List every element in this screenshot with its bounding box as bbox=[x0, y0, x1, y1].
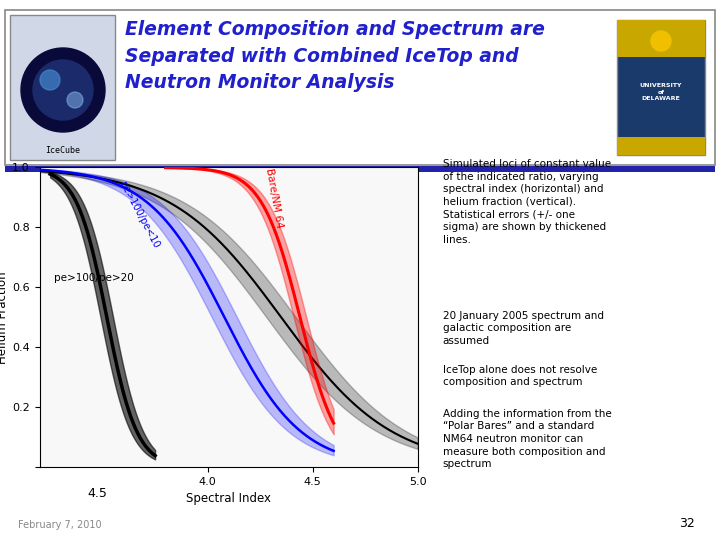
Y-axis label: Helium Fraction: Helium Fraction bbox=[0, 271, 9, 363]
Bar bbox=[617, 20, 705, 57]
Text: Element Composition and Spectrum are
Separated with Combined IceTop and
Neutron : Element Composition and Spectrum are Sep… bbox=[125, 20, 545, 92]
Circle shape bbox=[33, 60, 93, 120]
Text: IceTop alone does not resolve
composition and spectrum: IceTop alone does not resolve compositio… bbox=[443, 364, 597, 387]
Circle shape bbox=[21, 48, 105, 132]
Text: 4.5: 4.5 bbox=[87, 487, 107, 500]
Bar bbox=[5, 166, 715, 172]
Circle shape bbox=[40, 70, 60, 90]
Text: Simulated loci of constant value
of the indicated ratio, varying
spectral index : Simulated loci of constant value of the … bbox=[443, 159, 611, 245]
Text: Adding the information from the
“Polar Bares” and a standard
NM64 neutron monito: Adding the information from the “Polar B… bbox=[443, 409, 611, 469]
Bar bbox=[10, 15, 115, 160]
Text: pe>100/pe<10: pe>100/pe<10 bbox=[117, 180, 161, 251]
Text: February 7, 2010: February 7, 2010 bbox=[18, 520, 102, 530]
Text: UNIVERSITY
of
DELAWARE: UNIVERSITY of DELAWARE bbox=[640, 83, 683, 100]
Circle shape bbox=[651, 31, 671, 51]
Text: IceCube: IceCube bbox=[45, 146, 81, 155]
Text: pe>100/pe>20: pe>100/pe>20 bbox=[54, 273, 134, 284]
Text: 32: 32 bbox=[679, 517, 695, 530]
X-axis label: Spectral Index: Spectral Index bbox=[186, 492, 271, 505]
Circle shape bbox=[67, 92, 83, 108]
Bar bbox=[617, 20, 705, 155]
Bar bbox=[617, 137, 705, 155]
Bar bbox=[5, 10, 715, 165]
Text: 20 January 2005 spectrum and
galactic composition are
assumed: 20 January 2005 spectrum and galactic co… bbox=[443, 311, 604, 346]
Text: Bare/NM 64: Bare/NM 64 bbox=[264, 168, 284, 230]
